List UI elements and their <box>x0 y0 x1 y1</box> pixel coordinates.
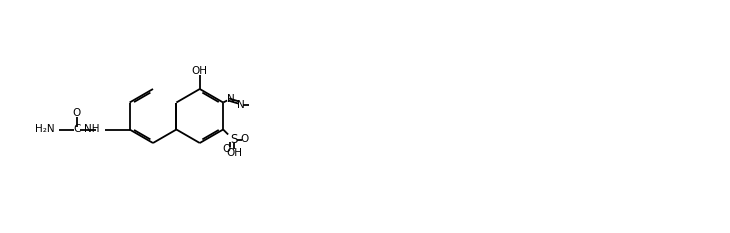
Text: N: N <box>237 99 245 110</box>
Text: S: S <box>231 133 238 146</box>
Text: O: O <box>240 134 248 144</box>
Text: OH: OH <box>226 147 242 158</box>
Text: C: C <box>73 124 80 134</box>
Text: H₂N: H₂N <box>35 124 55 134</box>
Text: NH: NH <box>84 124 99 134</box>
Text: O: O <box>72 107 81 117</box>
Text: OH: OH <box>192 66 208 76</box>
Text: O: O <box>222 144 230 154</box>
Text: N: N <box>227 95 235 104</box>
